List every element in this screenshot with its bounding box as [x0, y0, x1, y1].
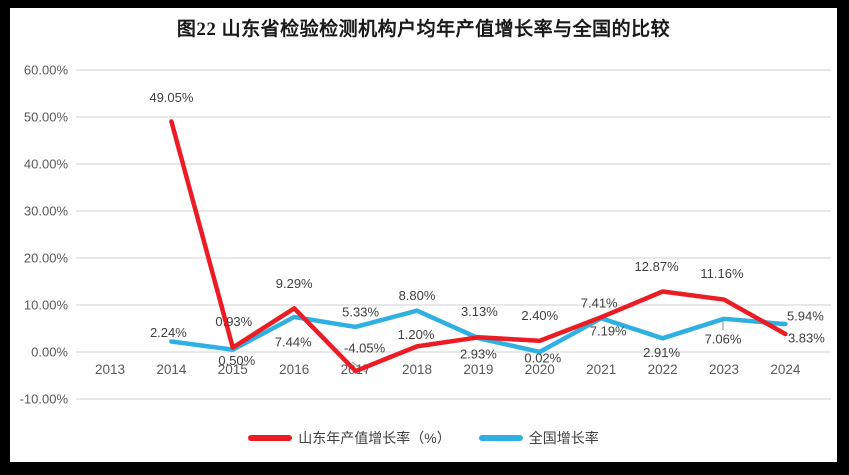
y-tick-label: 0.00%: [31, 345, 68, 360]
legend-label-national: 全国增长率: [528, 430, 599, 446]
y-tick-label: 20.00%: [24, 251, 69, 266]
data-label-leader-line: [351, 361, 367, 373]
data-label: 49.05%: [149, 90, 194, 105]
legend-label-shandong: 山东年产值增长率（%）: [298, 430, 451, 446]
data-label: 0.02%: [524, 350, 561, 365]
x-axis-label: 2014: [156, 362, 187, 377]
chart-canvas: 图22 山东省检验检测机构户均年产值增长率与全国的比较 60.00% 50.00%…: [10, 8, 837, 462]
x-axis-label: 2016: [279, 362, 309, 377]
legend-item-national: 全国增长率: [478, 428, 599, 448]
x-axis-label: 2022: [648, 362, 678, 377]
y-tick-label: 10.00%: [24, 298, 69, 313]
y-tick-label: 40.00%: [24, 157, 69, 172]
x-axis-label: 2021: [586, 362, 616, 377]
data-label: 7.44%: [275, 335, 312, 350]
legend-item-shandong: 山东年产值增长率（%）: [248, 428, 451, 448]
legend-swatch-shandong-red-line: [248, 435, 293, 441]
data-label: 3.13%: [461, 304, 498, 319]
data-label: 7.41%: [581, 296, 618, 311]
data-label: 8.80%: [399, 288, 436, 303]
data-label: 0.93%: [215, 314, 252, 329]
x-axis-label: 2020: [525, 362, 555, 377]
x-axis-label: 2019: [463, 362, 493, 377]
x-axis-label: 2018: [402, 362, 432, 377]
data-label: 7.19%: [590, 324, 627, 339]
data-label: 2.93%: [460, 347, 497, 362]
data-label: 2.24%: [150, 325, 187, 340]
series-line-shandong: [169, 119, 788, 374]
data-label: 11.16%: [700, 266, 744, 281]
data-label: 12.87%: [635, 259, 680, 274]
data-label: 3.83%: [788, 330, 825, 345]
x-axis-label: 2015: [218, 362, 248, 377]
y-tick-label: -10.00%: [20, 392, 69, 407]
data-label: 1.20%: [398, 327, 435, 342]
data-label: -4.05%: [344, 341, 386, 356]
legend-swatch-national-blue-line: [478, 435, 523, 441]
legend: 山东年产值增长率（%） 全国增长率: [10, 428, 837, 448]
data-label: 9.29%: [276, 276, 313, 291]
x-axis-label: 2024: [770, 362, 801, 377]
data-label: 5.33%: [342, 304, 379, 319]
x-axis-label: 2023: [709, 362, 739, 377]
chart-title: 图22 山东省检验检测机构户均年产值增长率与全国的比较: [176, 19, 671, 40]
y-tick-label: 60.00%: [24, 63, 69, 78]
x-axis-label: 2013: [95, 362, 125, 377]
data-label: 2.91%: [643, 345, 680, 360]
y-tick-label: 50.00%: [24, 110, 69, 125]
data-label: 2.40%: [521, 308, 558, 323]
data-label: 5.94%: [787, 309, 824, 324]
data-label: 0.50%: [218, 353, 255, 368]
data-label: 7.06%: [705, 331, 742, 346]
y-tick-label: 30.00%: [24, 204, 69, 219]
